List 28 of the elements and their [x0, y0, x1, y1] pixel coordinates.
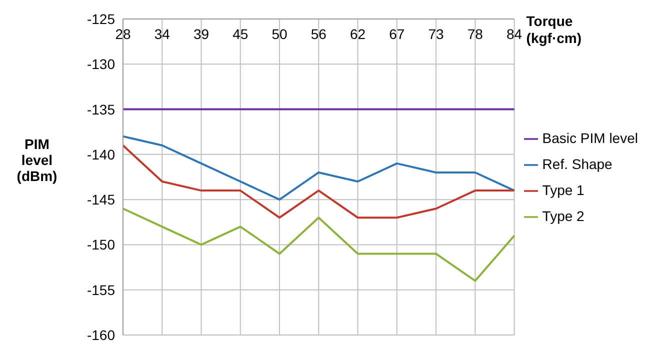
- y-tick-label: -145: [86, 192, 116, 208]
- y-tick-label: -125: [86, 10, 116, 27]
- y-tick-label: -130: [86, 56, 116, 72]
- legend-label: Type 2: [542, 208, 584, 224]
- y-axis-title: PIM level (dBm): [16, 136, 58, 184]
- x-tick-label: 67: [389, 26, 405, 42]
- x-axis-title: Torque (kgf·cm): [526, 13, 582, 46]
- x-tick-label: 28: [115, 26, 131, 42]
- legend-label: Basic PIM level: [542, 130, 638, 146]
- x-tick-label: 45: [232, 26, 248, 42]
- x-tick-label: 39: [193, 26, 210, 42]
- x-tick-label: 78: [467, 26, 484, 42]
- y-tick-label: -150: [86, 236, 116, 253]
- x-tick-label: 56: [310, 26, 327, 42]
- line-series: [122, 144, 516, 219]
- line-series: [122, 135, 516, 201]
- line-series: [122, 208, 516, 282]
- x-tick-label: 50: [272, 26, 288, 42]
- x-tick-label: 84: [506, 26, 522, 42]
- legend-label: Ref. Shape: [542, 156, 612, 172]
- legend-label: Type 1: [542, 182, 584, 198]
- y-tick-label: -140: [86, 146, 116, 162]
- x-tick-label: 73: [428, 26, 444, 42]
- x-tick-label: 34: [154, 26, 170, 42]
- x-tick-label: 62: [350, 26, 366, 42]
- y-tick-label: -155: [86, 282, 116, 298]
- y-tick-label: -135: [86, 101, 116, 118]
- y-tick-label: -160: [86, 326, 116, 343]
